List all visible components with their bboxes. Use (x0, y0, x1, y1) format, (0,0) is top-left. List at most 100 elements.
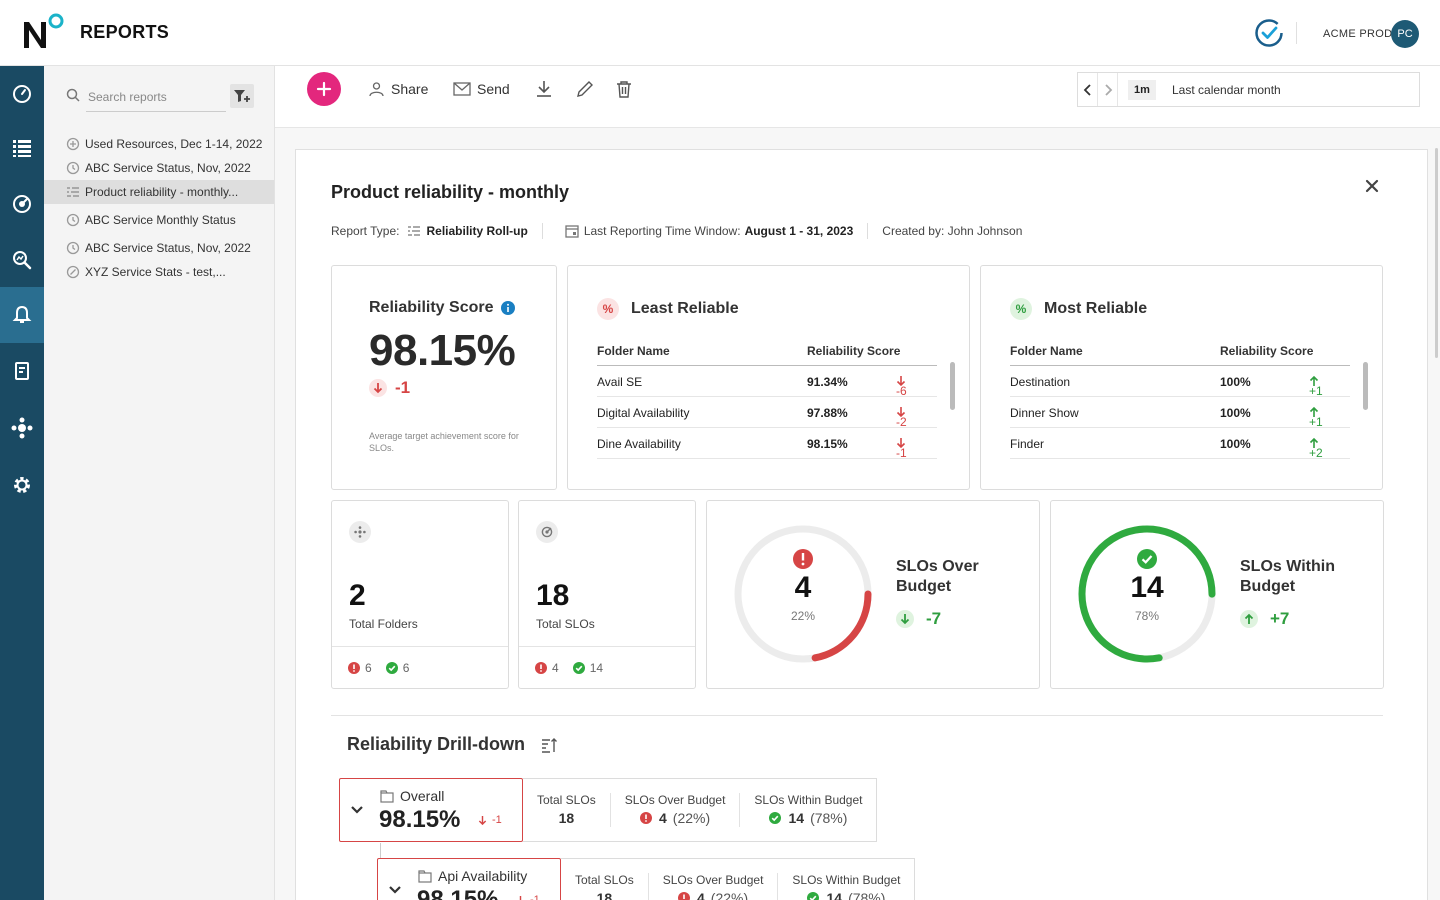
time-window-label: Last Reporting Time Window: (583, 224, 741, 238)
nav-list[interactable] (0, 120, 44, 176)
drilldown-within-budget: SLOs Within Budget 14 (78%) (778, 873, 914, 900)
report-item[interactable]: ABC Service Status, Nov, 2022 (44, 236, 274, 260)
download-button[interactable] (536, 78, 558, 100)
report-item-active[interactable]: Product reliability - monthly... (44, 180, 274, 204)
sort-icon[interactable] (541, 737, 558, 753)
delete-button[interactable] (616, 78, 638, 100)
nav-analytics[interactable] (0, 232, 44, 288)
history-icon (66, 241, 80, 255)
over-budget-delta-value: -7 (926, 609, 942, 628)
drilldown-row-main[interactable]: Api Availability 98.15% -1 (377, 858, 561, 900)
report-title: Product reliability - monthly (331, 182, 570, 202)
stat-value-text: 18 (596, 890, 613, 900)
time-window-selector[interactable]: 1m Last calendar month (1077, 72, 1420, 107)
table-row[interactable]: Dinner Show 100% +1 (1010, 397, 1350, 429)
folder-score: 98.15% (807, 437, 848, 451)
time-prev-button[interactable] (1078, 73, 1098, 106)
drilldown-total-slos: Total SLOs 18 (561, 873, 649, 900)
folder-score: 100% (1220, 437, 1251, 451)
report-list: Used Resources, Dec 1-14, 2022 ABC Servi… (44, 132, 274, 284)
check-circle-icon (807, 892, 820, 900)
report-item[interactable]: Used Resources, Dec 1-14, 2022 (44, 132, 274, 156)
stat-percent: (78%) (810, 810, 848, 826)
org-name[interactable]: ACME PROD (1323, 28, 1393, 40)
table-scrollbar[interactable] (1363, 362, 1368, 410)
folder-delta-value: -6 (896, 384, 907, 398)
share-button[interactable]: Share (368, 78, 428, 100)
nav-integrations[interactable] (0, 400, 44, 456)
nav-settings[interactable] (0, 457, 44, 513)
stat-value: 14 (78%) (792, 890, 900, 900)
edit-button[interactable] (576, 78, 600, 100)
reliability-score-title-text: Reliability Score (369, 299, 494, 316)
over-budget-delta: -7 (896, 609, 941, 629)
drilldown-row-main[interactable]: Overall 98.15% -1 (339, 778, 523, 842)
folder-score: 91.34% (807, 375, 848, 389)
report-item[interactable]: ABC Service Status, Nov, 2022 (44, 156, 274, 180)
least-reliable-header: % Least Reliable (597, 298, 739, 320)
folder-name: Dinner Show (1010, 406, 1079, 420)
add-filter-button[interactable] (230, 84, 254, 108)
within-budget-title: SLOs Within Budget (1240, 558, 1335, 595)
stat-percent: (78%) (848, 890, 886, 900)
nav-alerts[interactable] (0, 287, 44, 343)
chevron-down-icon[interactable] (350, 803, 364, 817)
main-scrollbar[interactable] (1435, 148, 1438, 358)
table-row[interactable]: Finder 100% +2 (1010, 428, 1350, 460)
drilldown-title-text: Reliability Drill-down (347, 734, 526, 754)
report-toolbar: Share Send 1m Last calendar month (275, 66, 1440, 128)
nobl9-logo[interactable] (22, 12, 68, 52)
arrow-down-icon (517, 895, 524, 900)
table-row[interactable]: Avail SE 91.34% -6 (597, 366, 937, 398)
send-button[interactable]: Send (453, 78, 510, 100)
arrow-up-icon (1309, 437, 1319, 448)
search-input[interactable] (86, 82, 226, 112)
folders-over-value: 6 (365, 660, 372, 675)
nav-reports[interactable] (0, 343, 44, 399)
total-folders-label: Total Folders (349, 617, 418, 631)
left-nav (0, 66, 44, 900)
chevron-down-icon[interactable] (388, 883, 402, 897)
error-icon (677, 892, 690, 900)
table-row[interactable]: Digital Availability 97.88% -2 (597, 397, 937, 429)
stat-value-text: 14 (788, 810, 805, 826)
nav-slo[interactable] (0, 176, 44, 232)
table-scrollbar[interactable] (950, 362, 955, 410)
info-icon[interactable] (500, 301, 515, 315)
total-slos-label: Total SLOs (536, 617, 595, 631)
drilldown-name-text: Api Availability (438, 868, 528, 884)
history-icon (66, 161, 80, 175)
stat-value: 4 (22%) (625, 810, 726, 826)
col-reliability-score: Reliability Score (807, 344, 901, 358)
drilldown-name: Api Availability (418, 868, 527, 884)
rollup-icon (67, 187, 79, 197)
error-icon (535, 661, 547, 674)
table-header: Folder Name Reliability Score (1010, 342, 1350, 366)
report-item[interactable]: ABC Service Monthly Status (44, 204, 274, 236)
col-folder-name: Folder Name (1010, 344, 1083, 358)
folder-delta-value: +1 (1309, 384, 1323, 398)
slos-within-budget-panel: 14 78% SLOs Within Budget +7 (1050, 500, 1384, 689)
ring-fill (734, 525, 872, 663)
slos-over-count: 4 (535, 661, 559, 675)
add-report-button[interactable] (307, 72, 341, 106)
stat-value: 4 (22%) (663, 890, 764, 900)
folder-name: Dine Availability (597, 437, 681, 451)
created-by: Created by: John Johnson (882, 224, 1023, 238)
status-check-icon[interactable] (1254, 18, 1284, 48)
stat-label: SLOs Within Budget (792, 873, 901, 887)
reliability-score-delta-value: -1 (395, 378, 411, 397)
col-folder-name: Folder Name (597, 344, 670, 358)
report-item-label: Product reliability - monthly... (85, 185, 239, 199)
table-row[interactable]: Destination 100% +1 (1010, 366, 1350, 398)
table-row[interactable]: Dine Availability 98.15% -1 (597, 428, 937, 460)
least-reliable-table: Folder Name Reliability Score Avail SE 9… (597, 342, 937, 460)
nav-dashboard[interactable] (0, 66, 44, 122)
report-item[interactable]: XYZ Service Stats - test,... (44, 260, 274, 284)
avatar[interactable]: PC (1391, 20, 1419, 48)
reliability-score-note: Average target achievement score for SLO… (369, 431, 519, 453)
send-label: Send (477, 81, 510, 97)
close-icon[interactable] (1364, 178, 1380, 194)
time-next-button[interactable] (1098, 73, 1118, 106)
folder-delta-value: -1 (896, 446, 907, 460)
